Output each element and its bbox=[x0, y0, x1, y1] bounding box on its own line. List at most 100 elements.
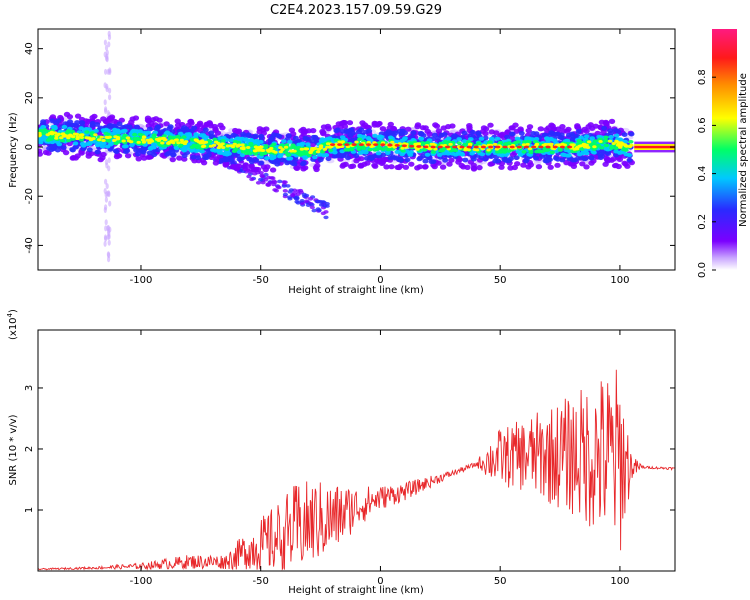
spectrogram-cell bbox=[269, 155, 276, 160]
spectrogram-cell bbox=[295, 201, 301, 205]
spectrogram-cell bbox=[410, 130, 417, 136]
spectrogram-cell bbox=[104, 219, 108, 226]
spectrogram-cell bbox=[545, 145, 551, 149]
spectrogram-cell bbox=[376, 136, 383, 141]
spectrogram-cell bbox=[431, 142, 436, 146]
spectrogram-cell bbox=[554, 162, 561, 168]
spectrogram-cell bbox=[228, 157, 235, 163]
spectrogram-cell bbox=[91, 113, 98, 119]
spectrogram-cell bbox=[612, 127, 619, 133]
spectrogram-cell bbox=[444, 145, 451, 149]
spectrogram-cell bbox=[521, 150, 527, 154]
spectrogram-cell bbox=[363, 150, 369, 155]
spectrogram-cell bbox=[557, 143, 563, 147]
spectrogram-cell bbox=[575, 129, 582, 134]
spectrogram-cell bbox=[300, 166, 307, 172]
spectrogram-cell bbox=[125, 136, 131, 140]
spectrogram-cell bbox=[626, 157, 633, 163]
spectrogram-cell bbox=[353, 153, 360, 159]
spectrogram-cell bbox=[253, 157, 260, 163]
spectrogram-cell bbox=[416, 164, 424, 170]
spectrogram-cell bbox=[492, 142, 498, 146]
spectrogram-cell bbox=[108, 67, 112, 74]
spectrogram-cell bbox=[262, 160, 271, 166]
spectrogram-cell bbox=[540, 149, 546, 153]
spectrogram-cell bbox=[243, 151, 249, 155]
colorbar-ticks: 0.0 0.2 0.4 0.6 0.8 bbox=[697, 69, 716, 278]
spectrogram-cell bbox=[66, 130, 72, 134]
spectrogram-cell bbox=[112, 148, 119, 154]
spectrogram-cell bbox=[100, 116, 107, 122]
spectrogram-cell bbox=[147, 146, 154, 150]
spectrogram-cell bbox=[258, 177, 264, 182]
spectrogram-cell bbox=[221, 135, 227, 140]
snr-plot-area bbox=[38, 330, 675, 571]
spectrogram-cell bbox=[320, 211, 326, 216]
spectrogram-cell bbox=[367, 154, 374, 160]
spectrogram-cell bbox=[452, 145, 458, 149]
spectrogram-cell bbox=[333, 128, 340, 134]
x-tick-label: -100 bbox=[130, 275, 153, 286]
spectrogram-cell bbox=[422, 147, 428, 152]
spectrogram-cell bbox=[337, 145, 343, 149]
spectrogram-cell bbox=[574, 123, 581, 129]
spectrogram-cell bbox=[345, 155, 351, 161]
spectrogram-cell bbox=[597, 155, 604, 161]
spectrogram-cell bbox=[599, 146, 605, 150]
spectrogram-cell bbox=[208, 130, 215, 136]
spectrogram-cell bbox=[146, 126, 153, 132]
spectrogram-cell bbox=[385, 129, 392, 135]
spectrogram-cell bbox=[579, 161, 586, 167]
spectrogram-cell bbox=[435, 128, 443, 134]
spectrogram-cell bbox=[42, 149, 50, 156]
spectrogram-cell bbox=[607, 139, 613, 143]
spectrogram-cell bbox=[422, 158, 429, 164]
spectrogram-cell bbox=[225, 144, 231, 148]
spectrogram-cell bbox=[577, 144, 583, 148]
x-tick-label: -50 bbox=[253, 576, 269, 587]
y-tick-label: -20 bbox=[24, 188, 35, 204]
spectrogram-cell bbox=[106, 110, 110, 116]
spectrogram-cell bbox=[587, 140, 592, 144]
spectrogram-cell bbox=[111, 123, 118, 129]
spectrogram-cell bbox=[74, 132, 80, 136]
spectrogram-cell bbox=[591, 150, 597, 155]
spectrogram-cell bbox=[600, 149, 607, 155]
spectrogram-cell bbox=[324, 204, 330, 208]
spectrogram-cell bbox=[351, 143, 357, 147]
spectrogram-cell bbox=[60, 132, 66, 136]
spectrogram-cell bbox=[93, 133, 98, 137]
spectrogram-cell bbox=[179, 138, 184, 142]
spectrogram-cell bbox=[537, 126, 544, 132]
spectrogram-cell bbox=[116, 130, 123, 135]
spectrogram-cell bbox=[387, 143, 393, 147]
spectrogram-cell bbox=[394, 164, 401, 170]
spectrogram-cell bbox=[259, 148, 264, 152]
spectrogram-cell bbox=[435, 160, 442, 166]
spectrogram-cell bbox=[55, 118, 62, 124]
spectrogram-cell bbox=[516, 145, 522, 149]
spectrogram-cell bbox=[236, 143, 242, 147]
spectrogram-cell bbox=[107, 252, 111, 259]
spectrogram-cell bbox=[79, 136, 85, 139]
spectrogram-cell bbox=[281, 184, 287, 188]
spectrogram-y-ticks: -40 -20 0 20 40 bbox=[24, 42, 675, 254]
spectrogram-cell bbox=[288, 127, 296, 133]
spectrogram-cell bbox=[533, 136, 540, 141]
y-tick-label: 1 bbox=[24, 507, 35, 513]
x-tick-label: 100 bbox=[610, 275, 629, 286]
spectrogram-cell bbox=[446, 161, 453, 167]
spectrogram-cell bbox=[552, 145, 558, 149]
spectrogram-cell bbox=[116, 121, 123, 127]
spectrogram-cell bbox=[409, 144, 415, 148]
spectrogram-cell bbox=[107, 239, 111, 246]
spectrogram-cell bbox=[49, 118, 56, 124]
spectrogram-cell bbox=[167, 135, 173, 139]
spectrogram-cell bbox=[422, 125, 429, 131]
spectrogram-cell bbox=[448, 157, 455, 163]
spectrogram-cell bbox=[609, 144, 615, 149]
spectrogram-cell bbox=[344, 143, 350, 147]
spectrogram-cell bbox=[466, 145, 472, 149]
spectrogram-cell bbox=[539, 154, 546, 159]
